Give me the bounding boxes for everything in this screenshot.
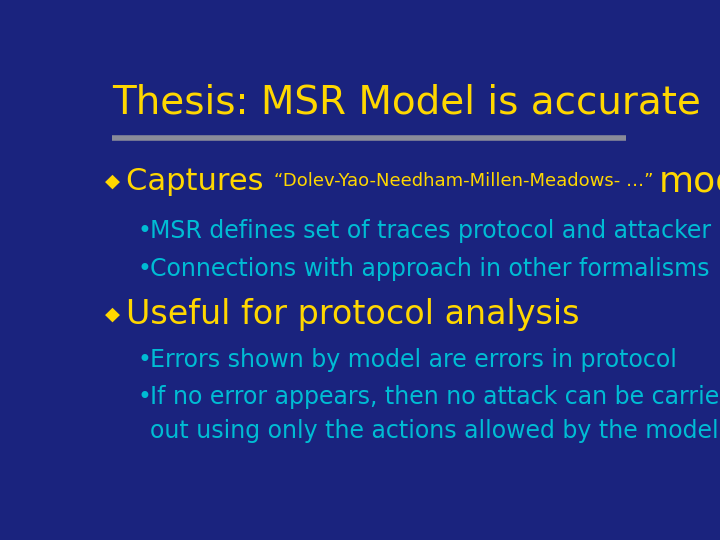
Text: Captures: Captures (126, 167, 274, 195)
Text: •: • (138, 386, 151, 409)
Text: model: model (659, 164, 720, 198)
Text: “Dolev-Yao-Needham-Millen-Meadows- …”: “Dolev-Yao-Needham-Millen-Meadows- …” (274, 172, 659, 190)
Text: •: • (138, 219, 151, 243)
Text: •: • (138, 256, 151, 281)
Text: Thesis: MSR Model is accurate: Thesis: MSR Model is accurate (112, 83, 701, 121)
Text: MSR defines set of traces protocol and attacker: MSR defines set of traces protocol and a… (150, 219, 711, 243)
Text: Connections with approach in other formalisms: Connections with approach in other forma… (150, 256, 710, 281)
Text: If no error appears, then no attack can be carried: If no error appears, then no attack can … (150, 386, 720, 409)
Text: •: • (138, 348, 151, 372)
Text: ◆: ◆ (105, 172, 120, 191)
Text: Errors shown by model are errors in protocol: Errors shown by model are errors in prot… (150, 348, 677, 372)
Text: out using only the actions allowed by the model: out using only the actions allowed by th… (150, 418, 719, 443)
Text: Useful for protocol analysis: Useful for protocol analysis (126, 298, 580, 331)
Text: ◆: ◆ (105, 305, 120, 324)
